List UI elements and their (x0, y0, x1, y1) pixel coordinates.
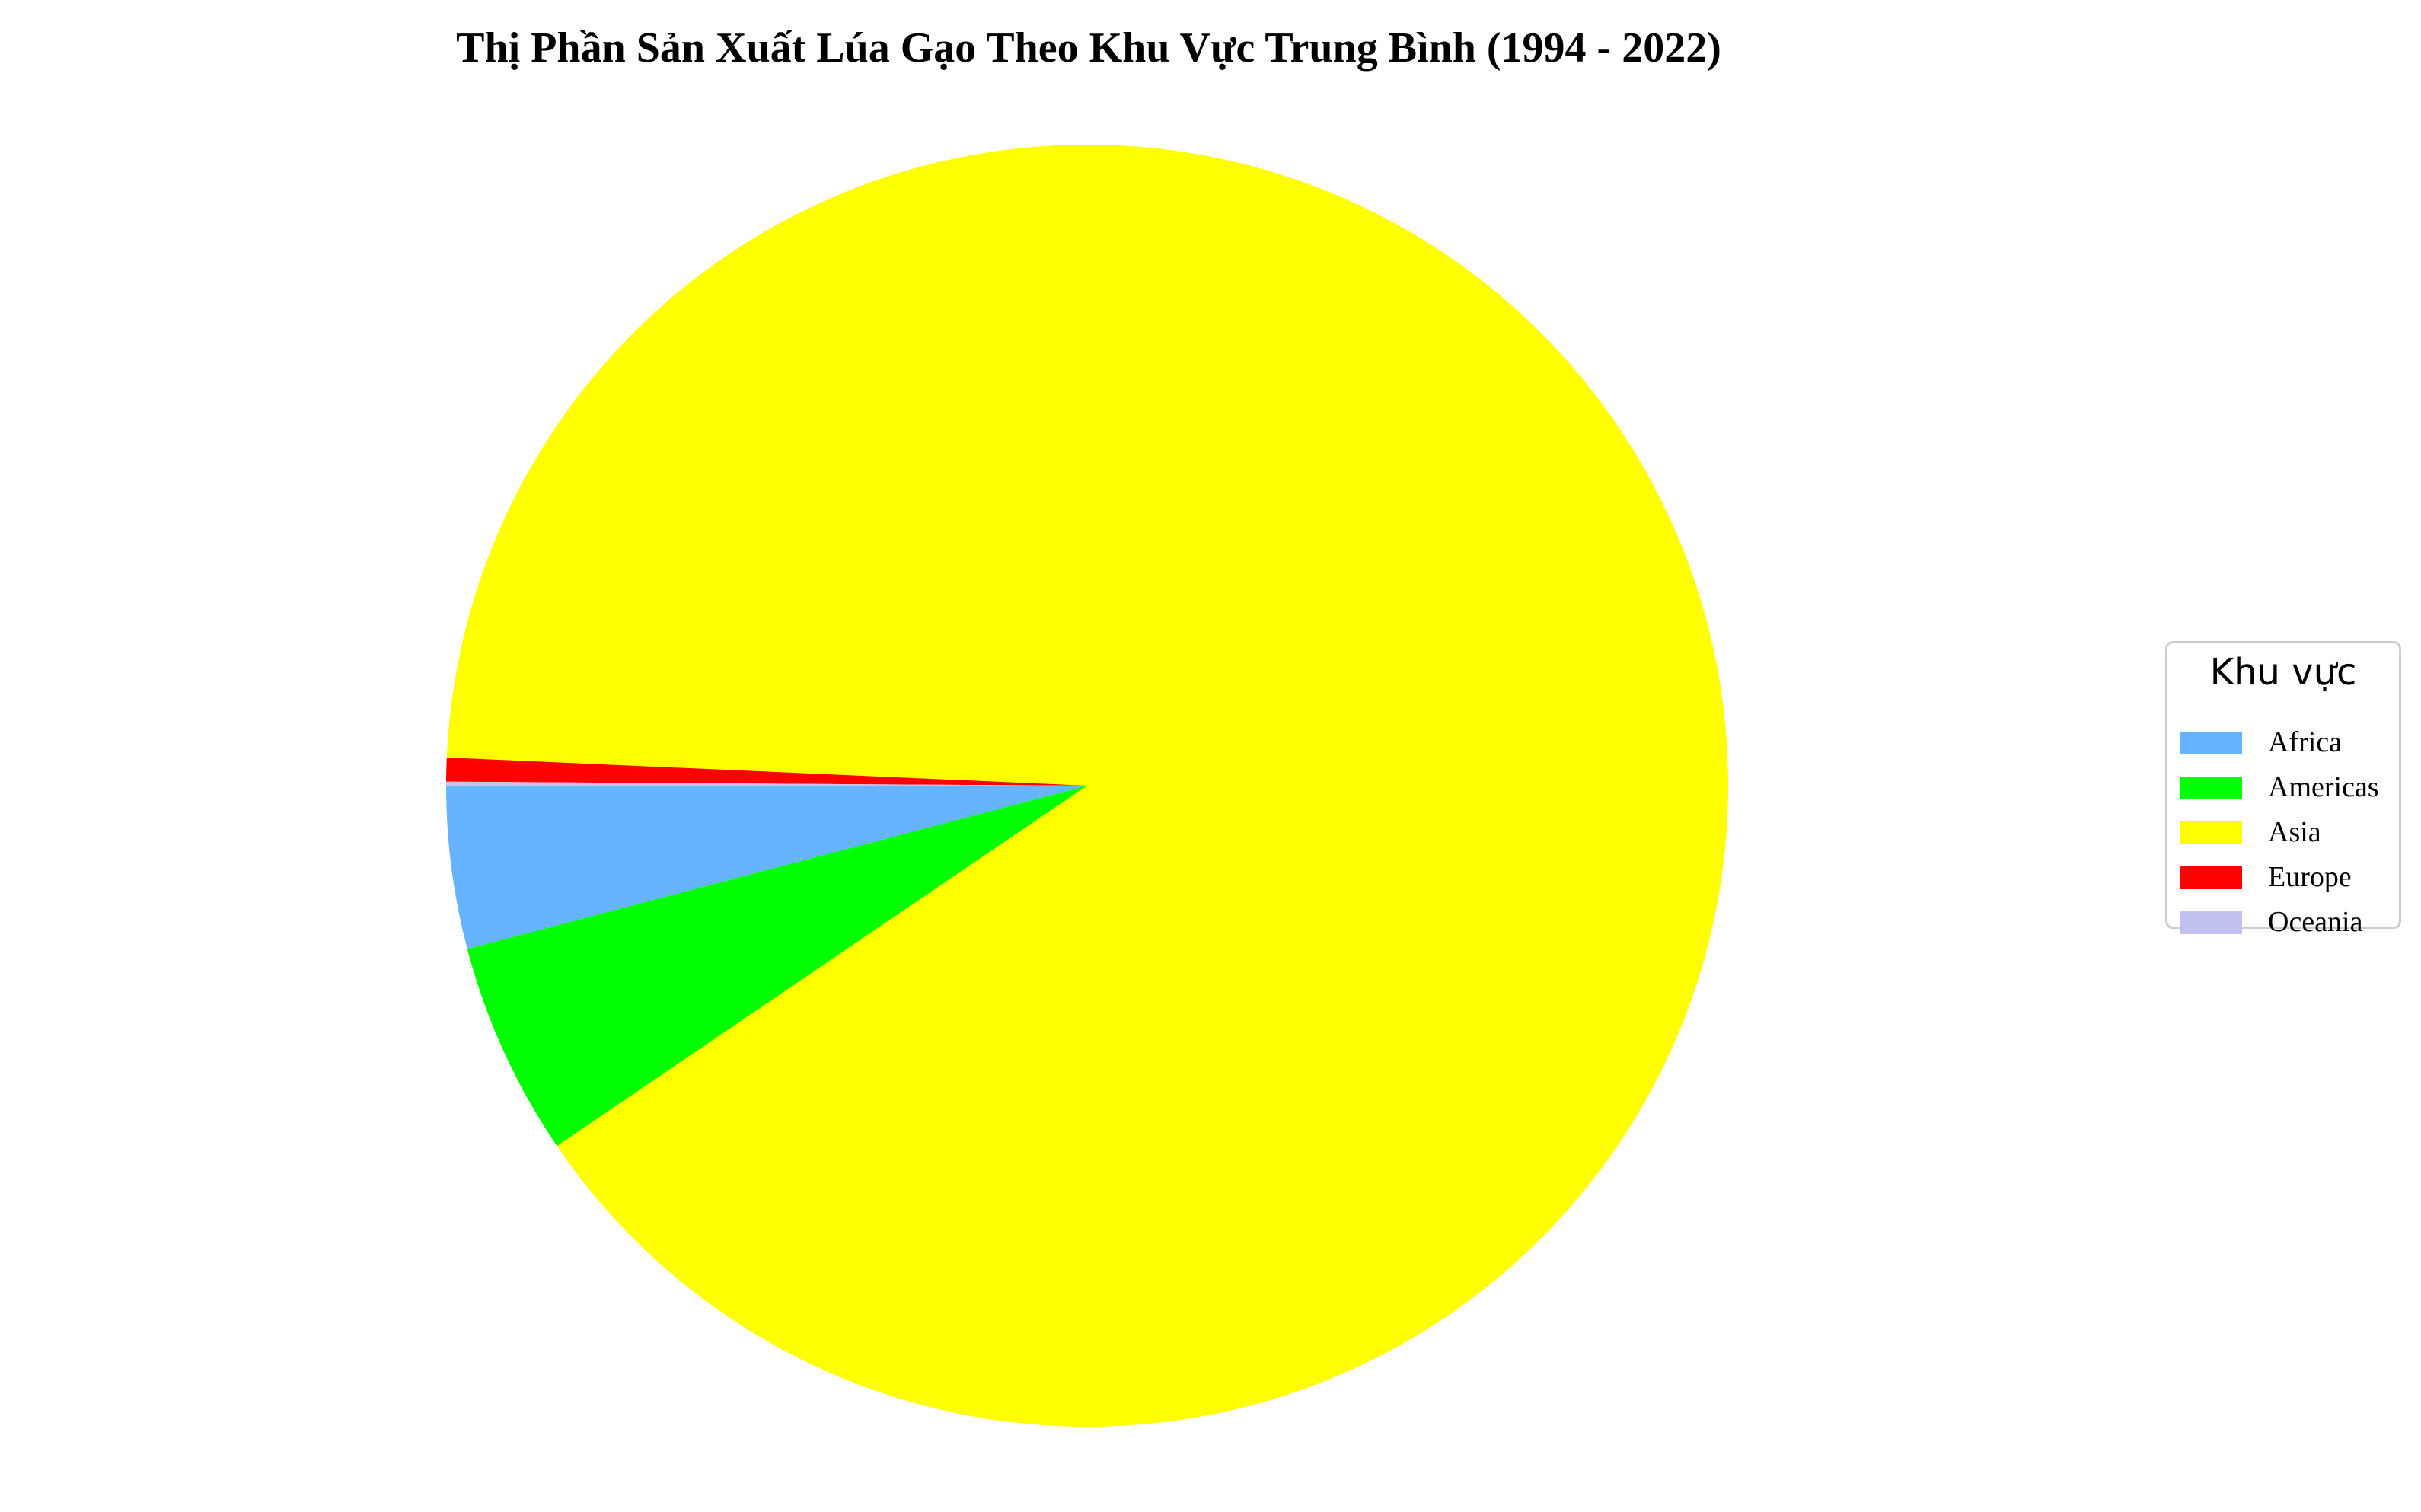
legend-swatch (2180, 777, 2242, 799)
pie-slice-asia (446, 144, 1728, 1427)
legend-swatch (2180, 911, 2242, 934)
legend-label: Africa (2268, 726, 2343, 758)
legend-item-asia: Asia (2180, 816, 2400, 848)
legend-swatch (2180, 821, 2242, 844)
legend-label: Asia (2268, 816, 2321, 848)
pie-slice-americas (467, 786, 1087, 1147)
legend-label: Americas (2268, 771, 2379, 803)
legend-swatch (2180, 732, 2242, 754)
legend-label: Oceania (2268, 906, 2363, 938)
legend-item-americas: Americas (2180, 771, 2400, 803)
legend-item-oceania: Oceania (2180, 906, 2400, 938)
chart-title: Thị Phần Sản Xuất Lúa Gạo Theo Khu Vực T… (456, 24, 1721, 72)
pie-slice-europe (446, 757, 1087, 786)
legend-item-africa: Africa (2180, 726, 2400, 758)
pie-slices (445, 144, 1728, 1427)
legend-title: Khu vực (2209, 651, 2357, 694)
pie-slice-africa (445, 786, 1087, 949)
legend-label: Europe (2268, 861, 2352, 893)
pie-slice-oceania (446, 781, 1087, 786)
legend: Khu vực Africa Americas Asia Europe Oceania (2165, 641, 2401, 938)
legend-swatch (2180, 866, 2242, 889)
legend-item-europe: Europe (2180, 861, 2400, 893)
